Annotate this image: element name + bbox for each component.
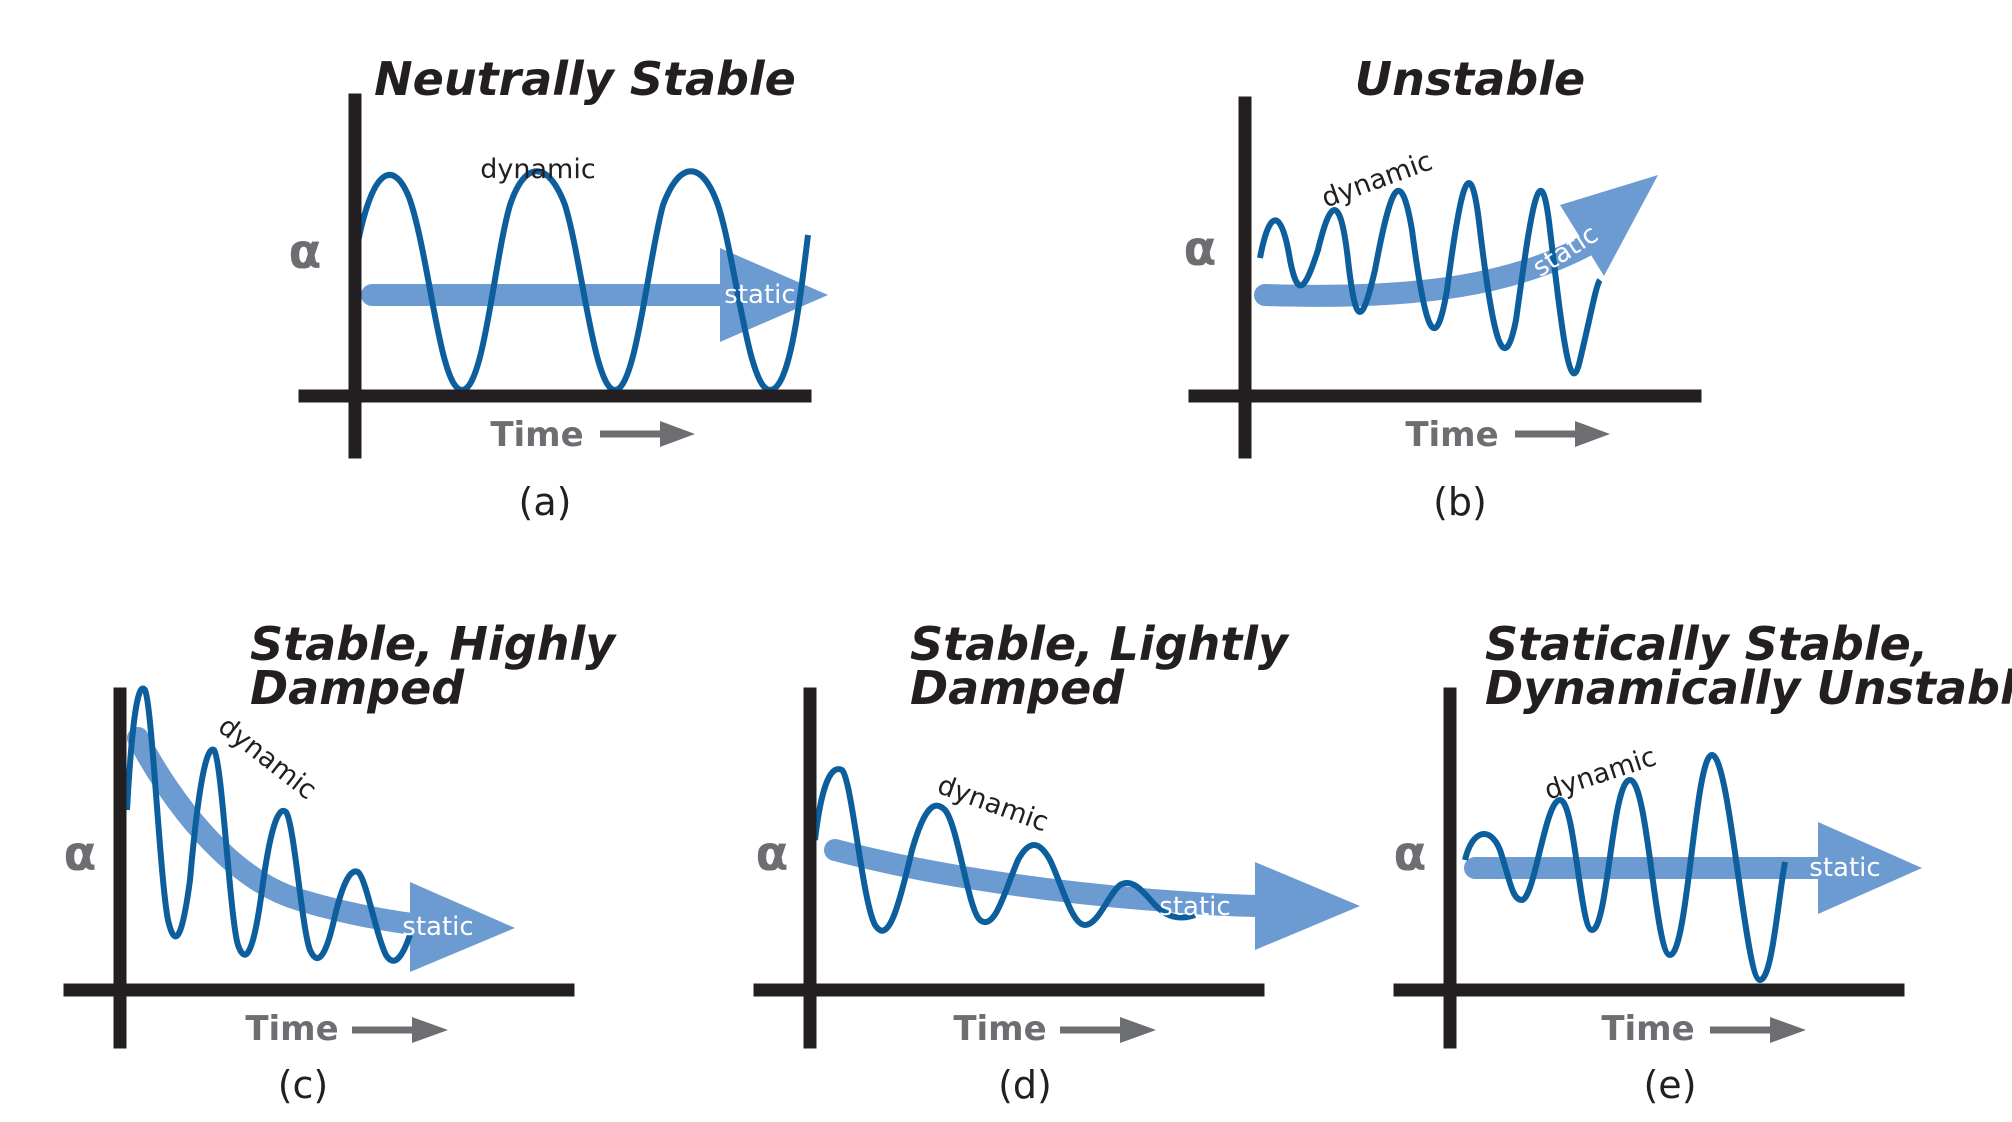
- panel-a-alpha-label: α: [289, 224, 322, 280]
- panel-d-static-arrow: [824, 839, 1276, 917]
- panel-b-dynamic-label: dynamic: [1318, 146, 1437, 215]
- panel-b-dynamic-wave: [1257, 180, 1603, 377]
- panel-a-dynamic-wave: [352, 168, 811, 393]
- panel-d-alpha-label: α: [756, 826, 789, 882]
- panel-b-time-label: Time: [1405, 415, 1498, 455]
- panel-e-time-label: Time: [1601, 1009, 1694, 1049]
- panel-d-static-label: static: [1159, 892, 1230, 922]
- panel-d-dynamic-wave: [812, 766, 1196, 934]
- panel-b-title: Unstable: [1355, 52, 1585, 106]
- panel-d: Stable, Lightly Damped dynamic static α …: [753, 617, 1360, 1107]
- panel-c-static-label: static: [402, 912, 473, 942]
- panel-c-title-line2: Damped: [250, 661, 465, 715]
- panel-e-title-line2: Dynamically Unstable: [1485, 661, 2012, 715]
- panel-b-caption: (b): [1433, 480, 1487, 524]
- panel-c: Stable, Highly Damped dynamic static α T…: [63, 617, 617, 1107]
- panel-a-static-label: static: [724, 280, 795, 310]
- panel-e: Statically Stable, Dynamically Unstable …: [1393, 617, 2012, 1107]
- panel-d-caption: (d): [998, 1063, 1052, 1107]
- panel-e-caption: (e): [1643, 1063, 1696, 1107]
- panel-a: Neutrally Stable dynamic static α Time (…: [289, 52, 828, 524]
- panel-a-static-arrowhead: [720, 248, 828, 342]
- panel-c-static-arrowhead: [410, 882, 515, 972]
- panel-b-alpha-label: α: [1184, 221, 1217, 277]
- panel-a-caption: (a): [519, 480, 572, 524]
- panel-a-time-label: Time: [490, 415, 583, 455]
- panel-b-static-arrow: [1254, 227, 1611, 307]
- panel-c-time-arrowhead: [412, 1017, 448, 1043]
- panel-e-title-line1: Statically Stable,: [1485, 617, 1928, 671]
- panel-b: Unstable dynamic static α Time (b): [1184, 52, 1702, 524]
- panel-d-title-line2: Damped: [910, 661, 1125, 715]
- panel-d-title-line1: Stable, Lightly: [910, 617, 1290, 671]
- panel-b-static-arrowhead: [1560, 175, 1658, 276]
- panel-e-static-label: static: [1809, 853, 1880, 883]
- panel-b-static-label: static: [1528, 219, 1604, 283]
- panel-a-time-arrowhead: [660, 421, 695, 447]
- panel-c-time-label: Time: [245, 1009, 338, 1049]
- panel-c-caption: (c): [278, 1063, 329, 1107]
- panel-e-static-arrowhead: [1818, 822, 1922, 914]
- panel-d-static-arrowhead: [1255, 862, 1360, 950]
- panel-d-time-arrowhead: [1120, 1017, 1156, 1043]
- panel-c-dynamic-label: dynamic: [212, 711, 322, 806]
- panel-e-dynamic-wave: [1462, 752, 1788, 983]
- panel-d-time-label: Time: [953, 1009, 1046, 1049]
- panel-e-alpha-label: α: [1394, 826, 1427, 882]
- panel-c-title-line1: Stable, Highly: [250, 617, 617, 671]
- panel-a-title: Neutrally Stable: [374, 52, 796, 106]
- panel-c-dynamic-wave: [124, 685, 413, 964]
- panel-b-time-arrowhead: [1575, 421, 1610, 447]
- panel-e-time-arrowhead: [1770, 1017, 1806, 1043]
- panel-c-alpha-label: α: [64, 826, 97, 882]
- panel-a-dynamic-label: dynamic: [480, 154, 595, 185]
